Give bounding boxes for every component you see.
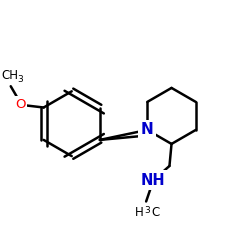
Text: 3: 3: [144, 206, 150, 215]
Text: H: H: [135, 206, 144, 219]
Text: 3: 3: [17, 75, 23, 84]
Text: CH: CH: [1, 69, 18, 82]
Text: N: N: [141, 122, 154, 138]
Text: C: C: [151, 206, 160, 219]
Text: NH: NH: [141, 173, 166, 188]
Text: O: O: [15, 98, 25, 112]
